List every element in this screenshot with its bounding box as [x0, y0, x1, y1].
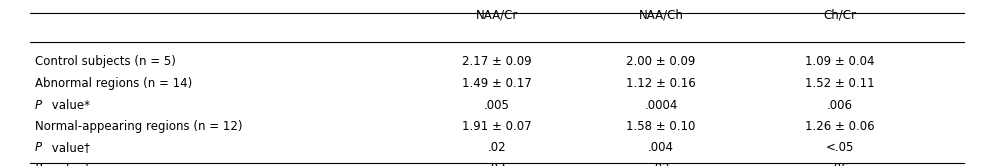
- Text: 1.58 ± 0.10: 1.58 ± 0.10: [626, 120, 696, 133]
- Text: .005: .005: [484, 99, 510, 112]
- Text: Control subjects (n = 5): Control subjects (n = 5): [35, 55, 176, 68]
- Text: 1.91 ± 0.07: 1.91 ± 0.07: [462, 120, 532, 133]
- Text: 1.09 ± 0.04: 1.09 ± 0.04: [805, 55, 875, 68]
- Text: Abnormal regions (n = 14): Abnormal regions (n = 14): [35, 77, 192, 90]
- Text: 2.17 ± 0.09: 2.17 ± 0.09: [462, 55, 532, 68]
- Text: 1.49 ± 0.17: 1.49 ± 0.17: [462, 77, 532, 90]
- Text: .02: .02: [488, 141, 506, 154]
- Text: .02: .02: [652, 162, 670, 166]
- Text: value†: value†: [48, 141, 89, 154]
- Text: 1.12 ± 0.16: 1.12 ± 0.16: [626, 77, 696, 90]
- Text: .06: .06: [831, 162, 849, 166]
- Text: <.05: <.05: [826, 141, 854, 154]
- Text: P: P: [35, 99, 42, 112]
- Text: Normal-appearing regions (n = 12): Normal-appearing regions (n = 12): [35, 120, 243, 133]
- Text: 1.52 ± 0.11: 1.52 ± 0.11: [805, 77, 875, 90]
- Text: 1.26 ± 0.06: 1.26 ± 0.06: [805, 120, 875, 133]
- Text: .006: .006: [827, 99, 853, 112]
- Text: P: P: [35, 141, 42, 154]
- Text: NAA/Cr: NAA/Cr: [476, 8, 518, 21]
- Text: NAA/Ch: NAA/Ch: [638, 8, 684, 21]
- Text: .03: .03: [488, 162, 506, 166]
- Text: value*: value*: [48, 99, 89, 112]
- Text: .0004: .0004: [644, 99, 678, 112]
- Text: P: P: [35, 162, 42, 166]
- Text: .004: .004: [648, 141, 674, 154]
- Text: 2.00 ± 0.09: 2.00 ± 0.09: [626, 55, 696, 68]
- Text: Ch/Cr: Ch/Cr: [823, 8, 857, 21]
- Text: value‡: value‡: [48, 162, 89, 166]
